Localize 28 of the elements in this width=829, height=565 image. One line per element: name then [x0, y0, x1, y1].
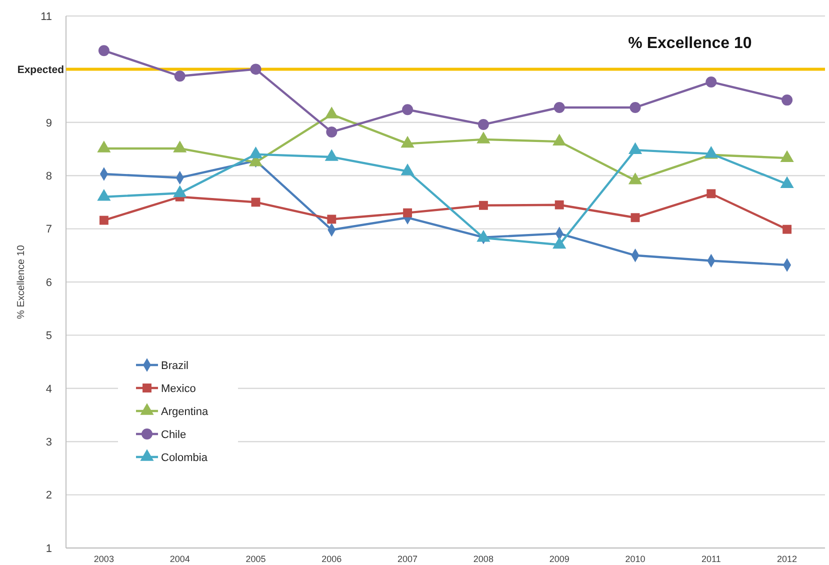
legend-label: Argentina	[161, 406, 209, 418]
y-tick-label: 3	[46, 436, 52, 448]
x-tick-label: 2007	[398, 554, 418, 564]
x-tick-label: 2011	[701, 554, 721, 564]
y-tick-label: 5	[46, 330, 52, 342]
x-tick-label: 2008	[473, 554, 494, 564]
x-tick-label: 2006	[322, 554, 342, 564]
y-tick-label: 1	[46, 542, 52, 555]
legend-label: Mexico	[161, 382, 196, 395]
legend-label: Chile	[161, 428, 186, 441]
y-tick-label: 11	[40, 10, 52, 23]
y-tick-label: 8	[46, 170, 52, 182]
legend-label: Colombia	[161, 452, 208, 464]
y-tick-label: 7	[46, 224, 52, 236]
legend-label: Brazil	[161, 360, 189, 372]
y-tick-label: 4	[46, 383, 52, 396]
y-tick-label: 9	[46, 117, 52, 130]
x-tick-label: 2010	[625, 554, 646, 564]
y-axis-title: % Excellence 10	[16, 244, 27, 319]
y-tick-label: 2	[46, 490, 52, 502]
x-tick-label: 2005	[246, 554, 266, 564]
y-tick-label: 6	[46, 276, 52, 289]
x-tick-label: 2003	[94, 554, 114, 564]
x-tick-label: 2004	[170, 554, 190, 564]
text: % Excellence 10	[628, 35, 752, 52]
x-tick-label: 2009	[549, 554, 570, 564]
x-tick-label: 2012	[777, 554, 798, 564]
ref-line-label: Expected	[17, 64, 64, 76]
